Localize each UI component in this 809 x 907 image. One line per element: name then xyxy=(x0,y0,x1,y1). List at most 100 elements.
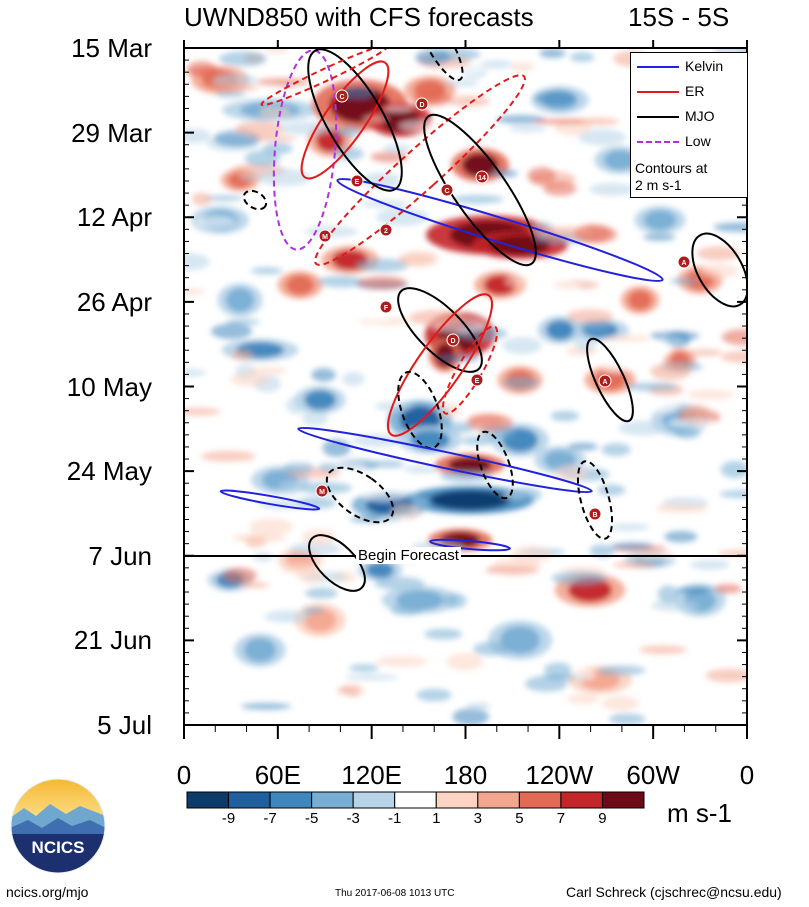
field-texture xyxy=(370,151,409,163)
field-texture xyxy=(211,245,256,264)
field-core xyxy=(304,608,336,632)
field-texture xyxy=(375,655,428,667)
storm-marker xyxy=(315,484,329,498)
field-texture xyxy=(550,410,580,422)
storm-marker xyxy=(470,373,484,387)
field-texture xyxy=(372,460,405,469)
legend-swatch-er xyxy=(637,91,679,93)
storm-marker xyxy=(318,229,332,243)
colorbar-label: 9 xyxy=(598,810,607,827)
storm-label: A xyxy=(681,260,686,267)
field-texture xyxy=(215,91,247,98)
legend-label-mjo: MJO xyxy=(685,108,715,124)
field-texture xyxy=(473,642,510,656)
field-texture xyxy=(667,418,716,429)
storm-label: A xyxy=(602,379,607,386)
field-texture xyxy=(323,692,351,705)
wave-contour xyxy=(300,60,390,180)
chart-title: UWND850 with CFS forecasts xyxy=(184,2,534,32)
x-tick-label: 0 xyxy=(176,760,192,790)
x-tick-label: 180 xyxy=(443,760,488,790)
field-texture xyxy=(309,317,342,324)
author: Carl Schreck (cjschrec@ncsu.edu) xyxy=(566,884,782,900)
colorbar-label: -3 xyxy=(346,810,360,827)
field-texture xyxy=(657,585,679,604)
field-texture xyxy=(318,463,339,472)
wave-contour xyxy=(242,189,268,211)
field-texture xyxy=(589,544,615,558)
field-core xyxy=(226,288,254,312)
field-texture xyxy=(274,79,300,87)
field-texture xyxy=(509,125,547,133)
storm-marker xyxy=(335,89,349,103)
wave-contour xyxy=(691,232,747,308)
colorbar-label: -7 xyxy=(263,810,277,827)
field-texture xyxy=(713,583,742,594)
field-texture xyxy=(184,128,212,144)
wave-contour xyxy=(387,293,493,437)
wave-contours xyxy=(219,48,747,592)
field-texture xyxy=(357,276,407,290)
storm-label: D xyxy=(419,102,424,109)
timestamp: Thu 2017-06-08 1013 UTC xyxy=(335,888,455,899)
field-texture xyxy=(317,275,365,288)
field-texture xyxy=(184,368,207,377)
colorbar-label: -1 xyxy=(388,810,402,827)
field-texture xyxy=(524,675,568,692)
field-texture xyxy=(669,277,699,285)
field-texture xyxy=(296,496,337,509)
field-texture xyxy=(596,665,646,676)
field-texture xyxy=(551,571,607,585)
field-texture xyxy=(650,362,691,381)
field-texture xyxy=(502,337,542,355)
field-texture xyxy=(581,399,624,411)
field-texture xyxy=(503,376,539,389)
storm-label: C xyxy=(444,188,449,195)
wave-contour xyxy=(586,337,634,423)
field-texture xyxy=(510,546,552,564)
y-tick-label: 29 Mar xyxy=(71,117,152,148)
field-texture xyxy=(352,434,404,447)
field-texture xyxy=(241,702,291,710)
y-tick-label: 21 Jun xyxy=(73,625,152,656)
colorbar-label: 3 xyxy=(473,810,482,827)
field-texture xyxy=(390,604,423,616)
field-texture xyxy=(250,267,283,275)
x-tick-label: 120W xyxy=(525,760,594,790)
field-texture xyxy=(509,487,542,503)
contour-note-line1: Contours at xyxy=(635,160,708,176)
field-texture xyxy=(232,533,287,543)
storm-marker xyxy=(350,174,364,188)
field-texture xyxy=(248,366,288,375)
field-texture xyxy=(479,60,513,69)
field-texture xyxy=(721,351,747,363)
wave-contour xyxy=(307,48,403,192)
field-texture xyxy=(302,410,328,426)
field-texture xyxy=(697,263,739,279)
field-core xyxy=(286,275,314,295)
field-texture xyxy=(200,450,256,462)
contour-note-line2: 2 m s-1 xyxy=(635,177,682,193)
storm-label: C xyxy=(339,94,344,101)
field-core xyxy=(628,290,652,310)
x-tick-label: 120E xyxy=(341,760,403,790)
field-texture xyxy=(230,349,254,361)
field-texture xyxy=(721,329,747,346)
field-texture xyxy=(249,518,293,535)
field-texture xyxy=(675,586,713,595)
wave-contour xyxy=(397,287,483,373)
y-tick-label: 15 Mar xyxy=(71,33,152,63)
field-core xyxy=(410,430,450,450)
field-texture xyxy=(259,106,291,119)
field-core xyxy=(366,562,394,578)
field-texture xyxy=(249,204,280,221)
field-texture xyxy=(610,542,654,550)
units-label: m s-1 xyxy=(667,798,732,828)
field-texture xyxy=(509,62,535,72)
legend-swatch-low xyxy=(637,141,679,143)
field-texture xyxy=(278,480,303,495)
storm-marker xyxy=(440,183,454,197)
legend: Kelvin ER MJO Low Contours at 2 m s-1 xyxy=(630,52,748,198)
legend-label-low: Low xyxy=(685,133,711,149)
field-texture xyxy=(191,192,212,206)
